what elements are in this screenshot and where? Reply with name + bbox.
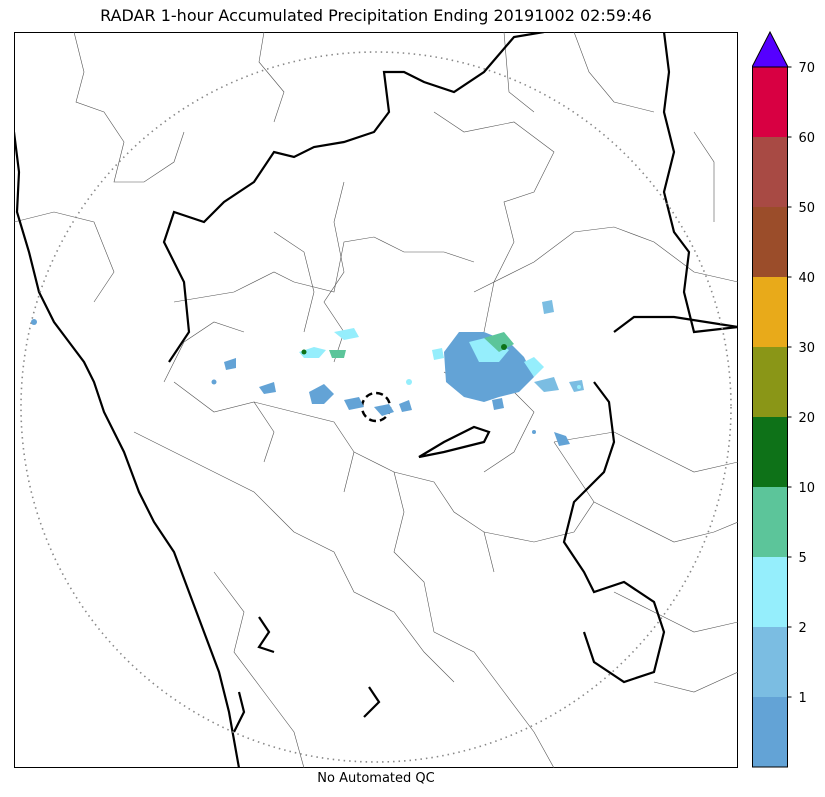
colorbar-segment bbox=[752, 627, 788, 697]
colorbar-tick-label: 20 bbox=[799, 411, 816, 426]
colorbar-tick-label: 60 bbox=[799, 131, 816, 146]
colorbar-segment bbox=[752, 697, 788, 767]
colorbar-segment bbox=[752, 277, 788, 347]
colorbar-tick-label: 30 bbox=[799, 341, 816, 356]
colorbar-tick-label: 50 bbox=[799, 201, 816, 216]
colorbar-segment bbox=[752, 207, 788, 277]
plot-title: RADAR 1-hour Accumulated Precipitation E… bbox=[100, 6, 652, 25]
colorbar-segment bbox=[752, 417, 788, 487]
colorbar-tick-label: 2 bbox=[799, 621, 807, 636]
colorbar-ticks: 1 2 5 10 20 30 40 50 60 70 bbox=[787, 61, 816, 706]
colorbar-segment bbox=[752, 557, 788, 627]
colorbar-segments bbox=[752, 67, 788, 767]
qc-status-label: No Automated QC bbox=[317, 771, 435, 786]
colorbar-segment bbox=[752, 137, 788, 207]
colorbar-tick-label: 10 bbox=[799, 481, 816, 496]
colorbar-extend-arrow bbox=[751, 30, 789, 68]
colorbar-tick-label: 70 bbox=[799, 61, 816, 76]
colorbar: 1 2 5 10 20 30 40 50 60 70 bbox=[751, 30, 825, 770]
colorbar-tick-label: 1 bbox=[799, 691, 807, 706]
colorbar-segment bbox=[752, 67, 788, 137]
radar-map[interactable] bbox=[12, 30, 739, 769]
colorbar-segment bbox=[752, 487, 788, 557]
colorbar-tick-label: 40 bbox=[799, 271, 816, 286]
state-boundaries bbox=[12, 30, 739, 769]
range-ring bbox=[20, 51, 732, 763]
precipitation-echoes bbox=[31, 300, 584, 446]
colorbar-tick-label: 5 bbox=[799, 551, 807, 566]
colorbar-segment bbox=[752, 347, 788, 417]
